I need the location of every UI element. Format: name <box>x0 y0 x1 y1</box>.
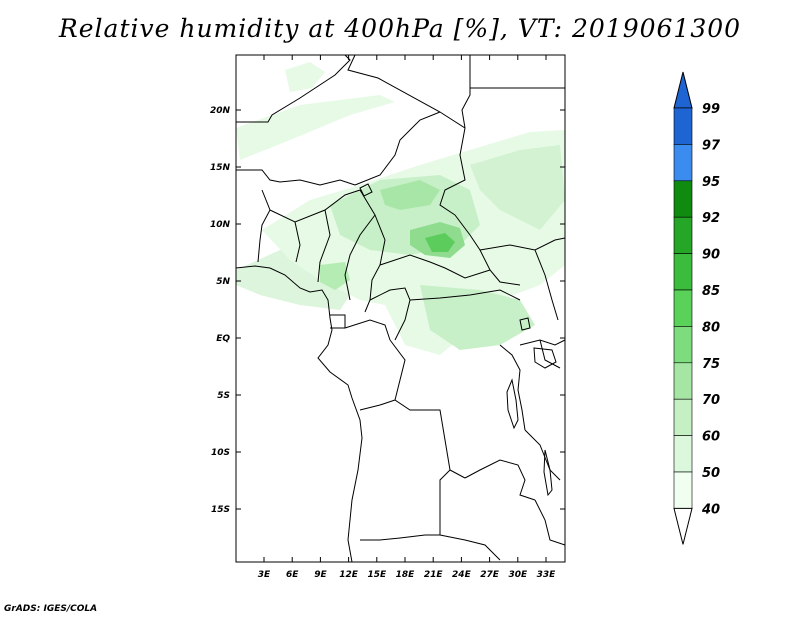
colorbar-segment <box>673 326 693 364</box>
colorbar: 99 97 95 92 90 85 80 75 70 60 50 40 <box>673 71 721 545</box>
colorbar-bottom-arrow <box>673 507 693 545</box>
lon-label: 9E <box>314 570 327 580</box>
lon-label: 30E <box>508 570 528 580</box>
lake-tanganyika <box>506 378 519 430</box>
colorbar-level-label: 75 <box>702 357 720 372</box>
lon-label: 3E <box>258 570 271 580</box>
lake-kyoga <box>519 317 531 331</box>
colorbar-segment <box>673 471 693 509</box>
lat-label: 10S <box>211 448 230 458</box>
colorbar-segment <box>673 362 693 400</box>
lat-label: 5S <box>217 391 230 401</box>
colorbar-level-label: 80 <box>702 320 720 335</box>
credit-footer: GrADS: IGES/COLA <box>4 604 98 614</box>
latitude-axis: 20N 15N 10N 5N EQ 5S 10S 15S <box>210 106 565 515</box>
colorbar-level-label: 99 <box>702 102 720 117</box>
humidity-fill-layer <box>236 62 565 355</box>
longitude-axis: 3E 6E 9E 12E 15E 18E 21E 24E 27E 30E 33E <box>258 55 556 580</box>
colorbar-top-arrow <box>673 71 693 109</box>
lat-label: 20N <box>210 106 231 116</box>
colorbar-level-label: 97 <box>702 138 721 153</box>
lakes <box>359 183 557 497</box>
country-borders <box>235 54 566 563</box>
colorbar-segment <box>673 435 693 473</box>
colorbar-level-label: 40 <box>701 502 720 517</box>
lon-label: 21E <box>424 570 444 580</box>
colorbar-level-label: 85 <box>702 284 720 299</box>
lake-chad <box>359 183 373 197</box>
lon-label: 18E <box>396 570 416 580</box>
colorbar-segment <box>673 216 693 254</box>
lat-label: 15N <box>210 163 231 173</box>
lat-label: 15S <box>211 505 230 515</box>
colorbar-segment <box>673 107 693 145</box>
map-frame <box>235 54 566 563</box>
lon-label: 24E <box>452 570 472 580</box>
humidity-region-high <box>380 180 440 210</box>
lake-malawi <box>543 449 553 497</box>
colorbar-segment <box>673 180 693 218</box>
colorbar-level-label: 60 <box>702 430 720 445</box>
lon-label: 15E <box>367 570 387 580</box>
lake-victoria <box>533 347 557 369</box>
lat-label: 5N <box>216 277 230 287</box>
humidity-region-light <box>236 95 395 160</box>
map-title: Relative humidity at 400hPa [%], VT: 201… <box>58 14 742 43</box>
humidity-region-light <box>285 62 325 92</box>
humidity-region-core <box>425 233 455 252</box>
lat-label: 10N <box>210 220 231 230</box>
humidity-region-mid <box>420 285 535 350</box>
colorbar-segment <box>673 398 693 436</box>
colorbar-level-label: 70 <box>702 393 720 408</box>
humidity-region-mid <box>470 145 565 230</box>
colorbar-segment <box>673 144 693 182</box>
lon-label: 33E <box>537 570 557 580</box>
humidity-region-high <box>320 262 350 290</box>
lon-label: 12E <box>339 570 359 580</box>
colorbar-level-label: 92 <box>702 211 720 226</box>
colorbar-level-label: 90 <box>702 248 720 263</box>
lat-label: EQ <box>216 334 230 344</box>
colorbar-segment <box>673 253 693 291</box>
colorbar-level-label: 95 <box>702 175 720 190</box>
colorbar-segment <box>673 289 693 327</box>
lon-label: 27E <box>480 570 500 580</box>
colorbar-level-label: 50 <box>702 466 720 481</box>
lon-label: 6E <box>286 570 299 580</box>
